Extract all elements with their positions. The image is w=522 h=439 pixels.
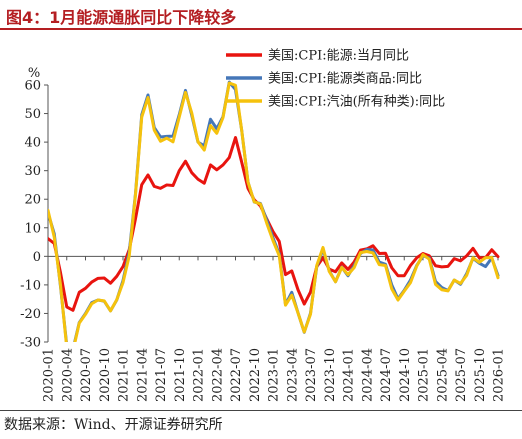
legend-item-energy-goods: 美国:CPI:能源类商品:同比 [226,72,422,87]
x-tick-label: 2023-10 [323,348,338,402]
x-tick-label: 2020-04 [60,348,75,402]
title-underline [0,28,522,30]
x-tick-label: 2024-04 [360,348,375,402]
x-tick-label: 2025-01 [417,348,432,402]
x-tick-label: 2025-10 [473,348,488,402]
y-tick-label: 40 [24,136,41,151]
x-tick-label: 2025-07 [454,348,469,402]
y-tick-label: -10 [20,278,41,293]
x-tick-label: 2024-01 [342,348,357,402]
x-tick-label: 2023-07 [304,348,319,402]
legend: 美国:CPI:能源:当月同比美国:CPI:能源类商品:同比美国:CPI:汽油(所… [226,49,445,110]
x-tick-label: 2023-01 [267,348,282,402]
energy-yoy-line [48,136,500,312]
x-tick-label: 2024-10 [398,348,413,402]
y-tick-label: 10 [24,221,41,236]
legend-label: 美国:CPI:汽油(所有种类):同比 [268,95,445,110]
legend-label: 美国:CPI:能源类商品:同比 [268,72,422,87]
y-tick-label: 0 [33,250,41,265]
y-tick-label: -20 [20,307,41,322]
x-tick-label: 2024-07 [379,348,394,402]
y-tick-label: 50 [24,107,41,122]
x-tick-label: 2022-07 [229,348,244,402]
x-tick-label: 2020-10 [98,348,113,402]
x-tick-label: 2022-04 [210,348,225,402]
y-tick-label: 20 [24,193,41,208]
x-tick-label: 2021-04 [135,348,150,402]
x-tick-label: 2021-07 [154,348,169,402]
x-tick-label: 2025-04 [435,348,450,402]
axes: % -30 -20 -10 0 10 20 30 40 50 60 2020-01 2020-04 202… [20,66,506,402]
x-tick-label: 2021-10 [173,348,188,402]
data-source: 数据来源：Wind、开源证券研究所 [4,417,223,433]
legend-item-gasoline: 美国:CPI:汽油(所有种类):同比 [226,95,445,110]
legend-label: 美国:CPI:能源:当月同比 [268,49,409,64]
gasoline-yoy-line [48,81,500,342]
line-chart: % -30 -20 -10 0 10 20 30 40 50 60 2020-01 2020-04 202… [20,49,506,403]
x-tick-label: 2021-01 [117,348,132,402]
figure-title: 图4：1月能源通胀同比下降较多 [6,8,237,27]
x-tick-label: 2022-10 [248,348,263,402]
x-tick-label: 2022-01 [192,348,207,402]
x-tick-label: 2026-01 [492,348,507,402]
legend-item-energy: 美国:CPI:能源:当月同比 [226,49,409,64]
x-tick-label: 2020-01 [42,348,57,402]
x-tick-label: 2023-04 [285,348,300,402]
y-tick-label: 60 [24,79,41,94]
y-tick-label: -30 [20,336,41,351]
source-divider [0,410,522,411]
energy-goods-yoy-line [48,80,500,342]
y-tick-label: 30 [24,164,41,179]
x-tick-label: 2020-07 [79,348,94,402]
series-lines [48,80,500,342]
y-axis-unit-label: % [28,66,40,81]
